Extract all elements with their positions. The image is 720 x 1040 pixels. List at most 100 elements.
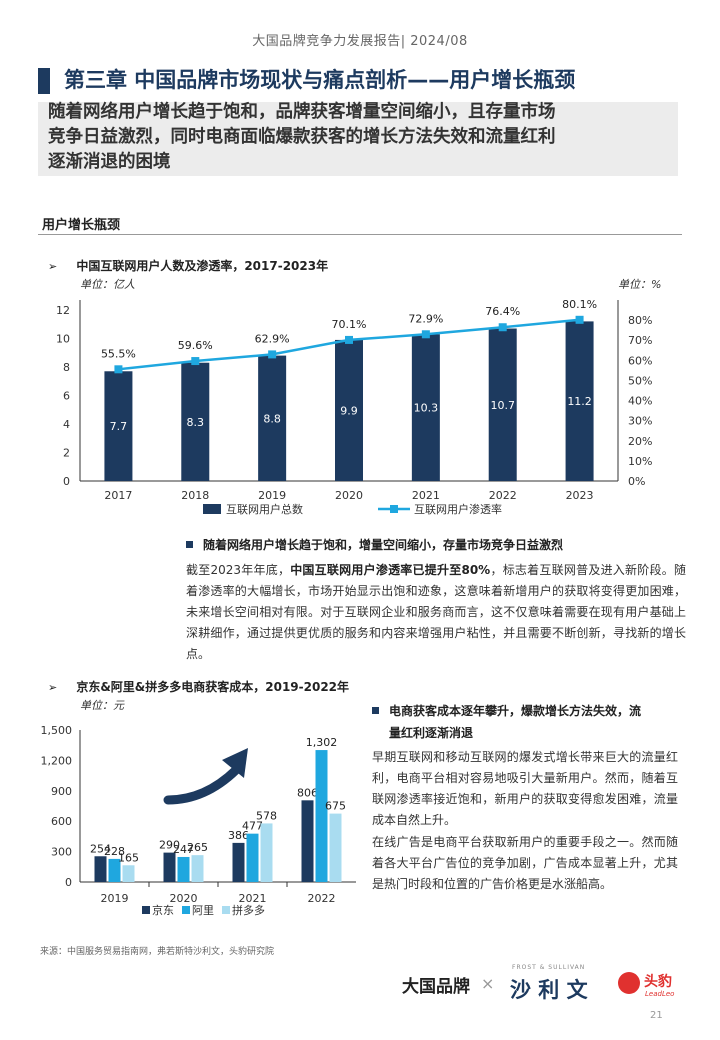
frost-sullivan-tagline: FROST & SULLIVAN — [512, 964, 586, 971]
summary-line-2: 竞争日益激烈，同时电商面临爆款获客的增长方法失效和流量红利 — [48, 127, 556, 147]
cost-bar — [260, 823, 273, 882]
legend-label: 阿里 — [192, 904, 214, 917]
cost-label: 247 — [173, 843, 194, 856]
cost-bar — [191, 855, 204, 882]
y-tick-label: 300 — [51, 846, 72, 859]
penetration-label: 80.1% — [562, 298, 597, 311]
cost-bar — [177, 856, 190, 882]
section-divider — [38, 234, 682, 235]
chapter-title: 第三章 中国品牌市场现状与痛点剖析——用户增长瓶颈 — [64, 68, 576, 92]
y-tick-label: 900 — [51, 785, 72, 798]
cost-bar — [163, 852, 176, 882]
block1-text-pre: 截至2023年年底， — [186, 563, 291, 577]
penetration-label: 55.5% — [101, 347, 136, 360]
y-right-tick-label: 60% — [628, 354, 652, 367]
summary-line-3: 逐渐消退的困境 — [48, 152, 171, 172]
x-tick-label: 2017 — [104, 489, 132, 502]
penetration-label: 70.1% — [332, 318, 367, 331]
chart1-title: 中国互联网用户人数及渗透率，2017-2023年 — [76, 259, 329, 273]
block1-heading-text: 随着网络用户增长趋于饱和，增量空间缩小，存量市场竞争日益激烈 — [203, 538, 564, 552]
cost-bar — [94, 856, 107, 882]
y-tick-label: 600 — [51, 815, 72, 828]
trend-arrowhead-icon — [222, 748, 248, 778]
block2-heading: 电商获客成本逐年攀升，爆款增长方法失效，流 量红利逐渐消退 — [372, 700, 678, 744]
penetration-label: 62.9% — [255, 332, 290, 345]
y-right-tick-label: 50% — [628, 374, 652, 387]
brand-logo: 大国品牌 — [402, 977, 470, 997]
legend-marker-penetration — [390, 505, 398, 513]
y-right-tick-label: 0% — [628, 475, 645, 488]
arrow-bullet-icon: ➢ — [48, 681, 58, 694]
chart1-unit-left: 单位：亿人 — [80, 278, 135, 291]
y-tick-label: 0 — [65, 876, 72, 889]
user-count-label: 9.9 — [340, 404, 358, 417]
y-tick-label: 1,500 — [41, 724, 73, 737]
report-header: 大国品牌竞争力发展报告| 2024/08 — [252, 34, 468, 49]
block1-paragraph: 截至2023年年底，中国互联网用户渗透率已提升至80%，标志着互联网普及进入新阶… — [186, 560, 686, 665]
user-count-bar — [104, 371, 133, 481]
legend-swatch — [142, 906, 150, 914]
user-count-bar — [411, 334, 440, 481]
chapter-accent-bar — [38, 68, 50, 94]
page-number: 21 — [650, 1010, 663, 1021]
chart1-heading: ➢ 中国互联网用户人数及渗透率，2017-2023年 — [48, 255, 328, 274]
user-count-label: 7.7 — [110, 420, 128, 433]
x-tick-label: 2020 — [335, 489, 363, 502]
cost-label: 477 — [242, 820, 263, 833]
y-right-tick-label: 40% — [628, 395, 652, 408]
acquisition-cost-chart: 03006009001,2001,50025422816520192902472… — [41, 724, 356, 917]
penetration-point — [268, 350, 277, 359]
cost-label: 165 — [118, 851, 139, 864]
legend-label-users: 互联网用户总数 — [226, 502, 303, 516]
x-tick-label: 2019 — [258, 489, 286, 502]
cost-bar — [315, 750, 328, 882]
cost-bar — [329, 813, 342, 882]
penetration-point — [191, 357, 200, 366]
arrow-bullet-icon: ➢ — [48, 260, 58, 273]
y-left-tick-label: 8 — [63, 361, 70, 374]
y-tick-label: 1,200 — [41, 754, 73, 767]
y-right-tick-label: 80% — [628, 314, 652, 327]
legend-swatch — [222, 906, 230, 914]
times-sign: × — [481, 974, 495, 993]
user-count-bar — [565, 321, 594, 481]
square-bullet-icon — [186, 541, 193, 548]
y-left-tick-label: 0 — [63, 475, 70, 488]
user-growth-chart: 0 2 4 6 8 10 12 0% 10% 20% 30% 40% 50% 60% 70% 80% 7.7 20… — [56, 298, 652, 516]
legend-swatch-users — [203, 504, 221, 514]
block2-heading-l2: 量红利逐渐消退 — [389, 726, 474, 740]
user-count-label: 8.3 — [187, 416, 205, 429]
cost-bar — [108, 858, 121, 882]
x-tick-label: 2023 — [566, 489, 594, 502]
chart2-title: 京东&阿里&拼多多电商获客成本，2019-2022年 — [76, 680, 350, 694]
y-left-tick-label: 2 — [63, 447, 70, 460]
source-note: 来源：中国服务贸易指南网，弗若斯特沙利文，头豹研究院 — [40, 947, 275, 957]
trend-arrow-icon — [163, 765, 241, 805]
penetration-label: 59.6% — [178, 339, 213, 352]
leopard-icon — [618, 972, 640, 994]
legend-label-penetration: 互联网用户渗透率 — [414, 502, 502, 516]
user-count-bar — [488, 328, 517, 481]
penetration-point — [498, 323, 507, 332]
user-count-bar — [181, 362, 210, 481]
x-tick-label: 2018 — [181, 489, 209, 502]
summary-line-1: 随着网络用户增长趋于饱和，品牌获客增量空间缩小，且存量市场 — [48, 102, 556, 122]
chart2-heading: ➢ 京东&阿里&拼多多电商获客成本，2019-2022年 — [48, 676, 349, 695]
user-count-label: 8.8 — [263, 412, 281, 425]
x-tick-label: 2022 — [308, 892, 336, 905]
cost-bar — [246, 833, 259, 882]
y-left-tick-label: 12 — [56, 304, 70, 317]
y-right-tick-label: 20% — [628, 435, 652, 448]
cost-label: 290 — [159, 839, 180, 852]
x-tick-label: 2020 — [170, 892, 198, 905]
penetration-point — [114, 365, 123, 374]
penetration-point — [345, 335, 353, 344]
legend-label: 拼多多 — [232, 903, 265, 917]
square-bullet-icon — [372, 707, 379, 714]
summary-box — [38, 102, 678, 176]
legend-label: 京东 — [152, 903, 174, 917]
user-count-bar — [258, 355, 287, 481]
cost-label: 675 — [325, 800, 346, 813]
leadleo-sub: LeadLeo — [645, 990, 675, 998]
block2-paragraph-1: 早期互联网和移动互联网的爆发式增长带来巨大的流量红利，电商平台相对容易地吸引大量… — [372, 750, 678, 827]
